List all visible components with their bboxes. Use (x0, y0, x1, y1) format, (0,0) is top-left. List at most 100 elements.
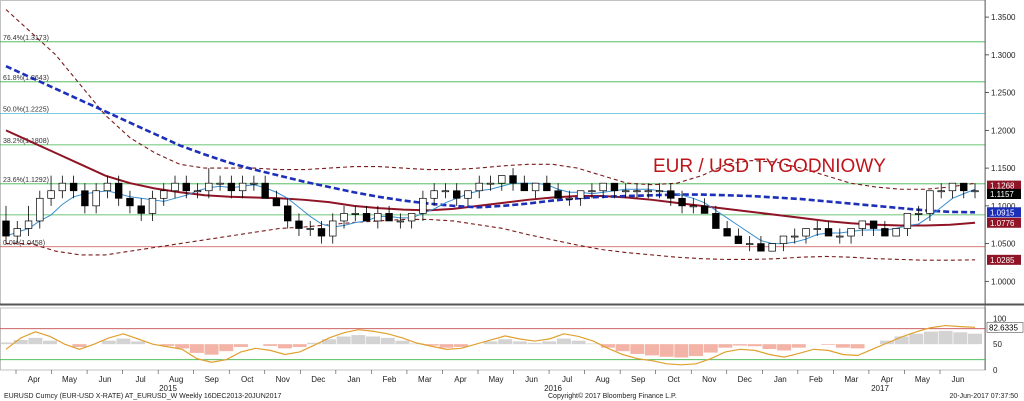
y-tick-label-5: 1.1000 (991, 202, 1016, 211)
osc-hist-38 (556, 338, 571, 345)
osc-tick-label-0: 100 (993, 314, 1007, 323)
fib-label-5: 0.0%(1.0458) (3, 240, 45, 247)
osc-hist-16 (233, 344, 248, 347)
osc-hist-15 (219, 344, 234, 352)
candle-body-30 (340, 213, 348, 222)
candle-body-11 (126, 197, 134, 207)
candle-body-56 (633, 190, 641, 193)
x-month-label-1: May (62, 375, 77, 384)
candle-body-33 (374, 213, 382, 222)
osc-hist-27 (395, 340, 410, 345)
x-month-label-0: Apr (28, 375, 41, 384)
candle-body-43 (486, 182, 495, 185)
y-tick-label-3: 1.2000 (991, 126, 1016, 135)
osc-hist-19 (277, 344, 292, 349)
candle-body-69 (779, 235, 788, 244)
candle-body-18 (205, 182, 213, 192)
price-tag-box-2 (987, 207, 1021, 218)
candle-body-83 (937, 190, 945, 193)
osc-hist-26 (380, 337, 395, 345)
osc-tick-label-2: 0 (993, 366, 998, 375)
candle-body-78 (881, 228, 889, 237)
x-month-label-3: Jul (135, 375, 145, 384)
candle-body-81 (914, 213, 923, 215)
osc-hist-61 (894, 336, 909, 345)
time-axis: Apr May Jun Jul Aug Sep Oct Nov Dec Jan Feb Mar Apr M… (15, 370, 964, 393)
osc-hist-24 (351, 335, 366, 345)
candle-body-85 (960, 182, 968, 192)
candle-body-36 (407, 213, 416, 222)
candle-body-22 (250, 182, 258, 185)
candlestick-series (2, 168, 979, 252)
candle-body-42 (475, 182, 483, 192)
osc-hist-18 (263, 344, 278, 346)
fib-label-4: 23.6%(1.1292) (3, 177, 49, 184)
main-panel-grid (0, 0, 1024, 371)
candle-body-59 (667, 190, 675, 199)
candle-body-52 (588, 190, 596, 193)
candle-body-21 (238, 182, 247, 192)
candle-body-49 (554, 190, 562, 199)
candle-body-61 (689, 205, 698, 208)
candle-body-57 (644, 190, 652, 193)
x-month-label-14: Jun (525, 375, 538, 384)
osc-hist-47 (689, 344, 704, 357)
x-month-label-4: Aug (169, 375, 183, 384)
osc-last-box (986, 322, 1024, 333)
osc-hist-0 (0, 342, 13, 345)
x-month-label-11: Mar (418, 375, 432, 384)
osc-hist-7 (101, 340, 116, 345)
candle-body-77 (869, 220, 878, 229)
x-month-label-7: Nov (276, 375, 290, 384)
candle-body-39 (441, 190, 450, 193)
osc-hist-46 (674, 344, 689, 358)
price-tag-box-1 (987, 188, 1021, 199)
y-tick-label-0: 1.3500 (991, 13, 1016, 22)
osc-hist-22 (322, 339, 336, 345)
price-tag-label-3: 1.0776 (990, 219, 1015, 228)
candle-body-17 (193, 190, 202, 193)
osc-hist-28 (410, 343, 425, 345)
osc-hist-11 (160, 344, 175, 346)
candle-body-24 (272, 197, 281, 207)
fib-label-1: 61.8%(1.2643) (3, 75, 49, 82)
candle-body-71 (802, 228, 810, 237)
candle-body-62 (700, 205, 709, 214)
candle-body-67 (757, 243, 765, 252)
osc-hist-25 (366, 336, 381, 345)
candle-body-16 (182, 182, 190, 192)
osc-hist-13 (189, 344, 204, 353)
ma-red-line (5, 129, 976, 227)
osc-hist-44 (645, 344, 659, 356)
candle-body-38 (430, 190, 438, 199)
y-tick-label-2: 1.2500 (991, 89, 1016, 98)
x-month-label-18: Oct (667, 375, 680, 384)
x-month-label-8: Dec (311, 375, 325, 384)
x-month-label-24: Apr (881, 375, 894, 384)
osc-hist-62 (909, 333, 924, 345)
osc-hist-41 (600, 344, 615, 348)
footer-security: EURUSD Curncy (EUR-USD X-RATE) AT_EURUSD… (4, 393, 281, 400)
candle-body-79 (892, 228, 900, 237)
osc-hist-64 (938, 330, 953, 345)
x-month-label-17: Sep (631, 375, 646, 384)
price-tag-box-3 (987, 217, 1021, 228)
candle-body-3 (36, 197, 44, 222)
candle-body-47 (531, 182, 540, 192)
price-tag-label-4: 1.0285 (990, 256, 1015, 265)
price-tag-box-4 (987, 254, 1021, 265)
candle-body-51 (576, 190, 585, 199)
candle-body-66 (745, 243, 754, 245)
osc-last-label: 82.6335 (989, 323, 1018, 332)
candle-body-27 (306, 228, 314, 230)
candle-body-4 (47, 190, 55, 199)
candle-body-2 (24, 220, 33, 229)
x-year-label-2: 2017 (871, 384, 889, 393)
osc-hist-9 (131, 341, 146, 345)
fib-label-0: 76.4%(1.3173) (3, 35, 49, 42)
y-tick-label-6: 1.0500 (991, 240, 1016, 249)
osc-hist-63 (923, 331, 938, 345)
x-month-label-22: Feb (809, 375, 823, 384)
candle-body-26 (295, 220, 303, 229)
x-month-label-21: Jan (774, 375, 787, 384)
